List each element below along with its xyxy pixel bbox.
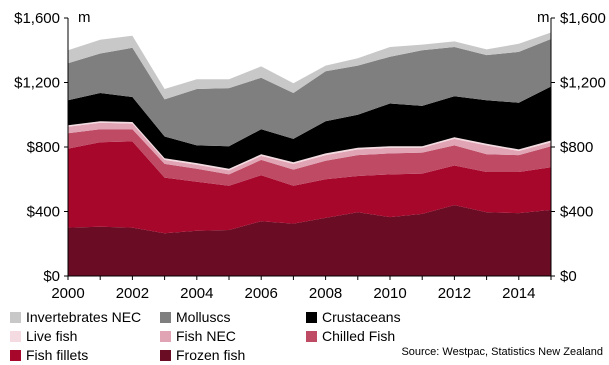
- y-tick-label-right: $0: [560, 268, 577, 285]
- x-tick-label: 2002: [116, 285, 149, 302]
- legend-swatch: [10, 312, 21, 323]
- legend-label: Frozen fish: [176, 347, 245, 363]
- x-tick-label: 2010: [373, 285, 406, 302]
- y-tick-label-right: $1,600: [560, 10, 606, 27]
- legend-label: Live fish: [26, 328, 77, 344]
- legend-item-crustaceans: Crustaceans: [306, 308, 401, 326]
- legend-item-fish-nec: Fish NEC: [160, 327, 236, 345]
- y-axis-right-ticks: $0 $400 $800 $1,200 $1,600: [551, 10, 606, 285]
- legend-label: Crustaceans: [322, 309, 401, 325]
- y-axis-left-ticks: $0 $400 $800 $1,200 $1,600: [14, 10, 68, 285]
- legend-swatch: [160, 312, 171, 323]
- x-tick-label: 2008: [309, 285, 342, 302]
- legend-swatch: [306, 331, 317, 342]
- y-tick-label-left: $800: [27, 139, 60, 156]
- legend-item-molluscs: Molluscs: [160, 308, 230, 326]
- x-tick-label: 2006: [245, 285, 278, 302]
- y-tick-label-left: $0: [43, 268, 60, 285]
- x-tick-label: 2012: [438, 285, 471, 302]
- source-note: Source: Westpac, Statistics New Zealand: [401, 346, 603, 358]
- legend-item-frozen-fish: Frozen fish: [160, 346, 245, 364]
- x-tick-label: 2000: [51, 285, 84, 302]
- legend-label: Fish NEC: [176, 328, 236, 344]
- legend-swatch: [160, 350, 171, 361]
- legend-label: Invertebrates NEC: [26, 309, 141, 325]
- legend-item-chilled-fish: Chilled Fish: [306, 327, 395, 345]
- y-tick-label-left: $1,200: [14, 75, 60, 92]
- y-tick-label-right: $1,200: [560, 75, 606, 92]
- legend-item-fish-fillets: Fish fillets: [10, 346, 88, 364]
- legend-swatch: [10, 331, 21, 342]
- x-tick-label: 2014: [502, 285, 535, 302]
- x-axis-ticks: 2000 2002 2004 2006 2008 2010 2012 2014: [51, 276, 551, 302]
- y-tick-label-right: $400: [560, 204, 593, 221]
- y-tick-label-left: $400: [27, 204, 60, 221]
- x-tick-label: 2004: [180, 285, 213, 302]
- legend-item-invertebrates-nec: Invertebrates NEC: [10, 308, 141, 326]
- legend-swatch: [160, 331, 171, 342]
- legend-label: Chilled Fish: [322, 328, 395, 344]
- legend-label: Molluscs: [176, 309, 230, 325]
- legend-item-live-fish: Live fish: [10, 327, 77, 345]
- y-tick-label-left: $1,600: [14, 10, 60, 27]
- unit-label-right: m: [537, 9, 550, 26]
- legend-swatch: [10, 350, 21, 361]
- legend-label: Fish fillets: [26, 347, 88, 363]
- y-tick-label-right: $800: [560, 139, 593, 156]
- unit-label-left: m: [78, 9, 91, 26]
- area-layers: [68, 33, 551, 277]
- legend-swatch: [306, 312, 317, 323]
